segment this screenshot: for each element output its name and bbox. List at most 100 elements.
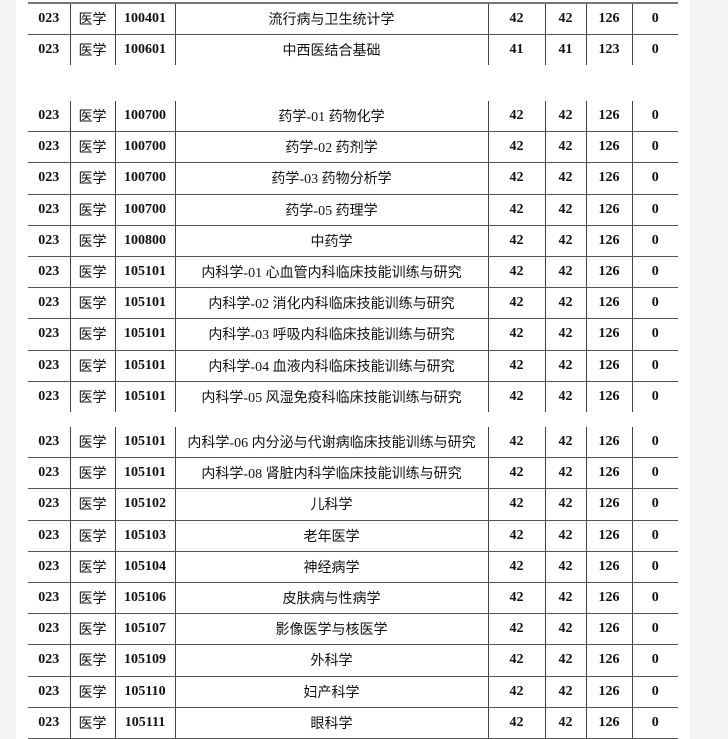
cell-s2: 42 — [544, 131, 586, 164]
cell-name: 药学-01 药物化学 — [174, 101, 488, 133]
cell-s1: 42 — [487, 194, 545, 226]
cell-field: 医学 — [69, 318, 115, 351]
cell-code: 105110 — [114, 676, 175, 708]
cell-s1: 42 — [487, 457, 545, 490]
cell-field: 医学 — [69, 381, 115, 412]
cell-s3: 126 — [585, 350, 632, 382]
cell-s3: 126 — [585, 613, 632, 646]
cell-s4: 0 — [631, 318, 678, 351]
cell-unit: 023 — [28, 582, 70, 615]
cell-field: 医学 — [69, 256, 115, 289]
cell-s1: 42 — [487, 318, 545, 351]
cell-s1: 42 — [487, 427, 545, 459]
cell-field: 医学 — [69, 3, 115, 36]
cell-field: 医学 — [69, 520, 115, 552]
cell-s3: 126 — [585, 162, 632, 195]
score-table-segment-3: 023 医学 105101 内科学-06 内分泌与代谢病临床技能训练与研究 42 42 12… — [28, 427, 678, 739]
table-row: 023 医学 105101 内科学-02 消化内科临床技能训练与研究 42 42 126 0 — [28, 287, 678, 320]
cell-s2: 42 — [544, 101, 586, 133]
cell-s3: 126 — [585, 256, 632, 289]
cell-s3: 126 — [585, 707, 632, 739]
cell-field: 医学 — [69, 488, 115, 521]
cell-s2: 42 — [544, 194, 586, 226]
cell-s3: 126 — [585, 225, 632, 257]
cell-unit: 023 — [28, 707, 70, 739]
cell-s4: 0 — [631, 707, 678, 739]
table-row: 023 医学 105101 内科学-04 血液内科临床技能训练与研究 42 42 126 0 — [28, 350, 678, 382]
cell-unit: 023 — [28, 162, 70, 195]
table-row: 023 医学 105109 外科学 42 42 126 0 — [28, 644, 678, 677]
cell-field: 医学 — [69, 131, 115, 164]
cell-code: 100700 — [114, 194, 175, 226]
cell-code: 100700 — [114, 131, 175, 164]
cell-s4: 0 — [631, 350, 678, 382]
cell-s3: 126 — [585, 318, 632, 351]
cell-s1: 42 — [487, 381, 545, 412]
cell-field: 医学 — [69, 194, 115, 226]
cell-s4: 0 — [631, 194, 678, 226]
cell-s3: 126 — [585, 101, 632, 133]
cell-s4: 0 — [631, 427, 678, 459]
table-row: 023 医学 100700 药学-05 药理学 42 42 126 0 — [28, 194, 678, 226]
cell-s2: 42 — [544, 457, 586, 490]
cell-unit: 023 — [28, 287, 70, 320]
cell-name: 老年医学 — [174, 520, 488, 552]
cell-unit: 023 — [28, 3, 70, 36]
cell-unit: 023 — [28, 676, 70, 708]
table-row: 023 医学 100700 药学-02 药剂学 42 42 126 0 — [28, 131, 678, 164]
cell-s3: 126 — [585, 644, 632, 677]
cell-field: 医学 — [69, 551, 115, 583]
table-row: 023 医学 105101 内科学-01 心血管内科临床技能训练与研究 42 42 126 0 — [28, 256, 678, 289]
cell-s4: 0 — [631, 582, 678, 615]
cell-code: 105101 — [114, 427, 175, 459]
cell-s4: 0 — [631, 551, 678, 583]
cell-s4: 0 — [631, 520, 678, 552]
table-row: 023 医学 105101 内科学-08 肾脏内科学临床技能训练与研究 42 42 126 0 — [28, 457, 678, 490]
cell-s1: 42 — [487, 225, 545, 257]
cell-s4: 0 — [631, 381, 678, 412]
cell-code: 105111 — [114, 707, 175, 739]
cell-unit: 023 — [28, 644, 70, 677]
cell-code: 105101 — [114, 256, 175, 289]
cell-s2: 42 — [544, 488, 586, 521]
cell-s1: 42 — [487, 287, 545, 320]
cell-unit: 023 — [28, 457, 70, 490]
cell-s1: 42 — [487, 350, 545, 382]
cell-field: 医学 — [69, 34, 115, 66]
table-row: 023 医学 105111 眼科学 42 42 126 0 — [28, 707, 678, 739]
cell-s4: 0 — [631, 457, 678, 490]
cell-s2: 42 — [544, 350, 586, 382]
cell-field: 医学 — [69, 676, 115, 708]
cell-code: 105101 — [114, 318, 175, 351]
cell-unit: 023 — [28, 613, 70, 646]
cell-name: 流行病与卫生统计学 — [174, 3, 488, 36]
cell-s4: 0 — [631, 3, 678, 36]
cell-s2: 42 — [544, 162, 586, 195]
cell-unit: 023 — [28, 318, 70, 351]
cell-s4: 0 — [631, 34, 678, 66]
cell-s1: 42 — [487, 131, 545, 164]
cell-unit: 023 — [28, 551, 70, 583]
cell-s4: 0 — [631, 676, 678, 708]
cell-code: 105101 — [114, 457, 175, 490]
cell-name: 内科学-04 血液内科临床技能训练与研究 — [174, 350, 488, 382]
cell-name: 影像医学与核医学 — [174, 613, 488, 646]
cell-name: 内科学-03 呼吸内科临床技能训练与研究 — [174, 318, 488, 351]
cell-code: 105102 — [114, 488, 175, 521]
cell-s2: 42 — [544, 644, 586, 677]
cell-code: 105107 — [114, 613, 175, 646]
table-row: 023 医学 100601 中西医结合基础 41 41 123 0 — [28, 34, 678, 66]
cell-s4: 0 — [631, 256, 678, 289]
cell-name: 内科学-01 心血管内科临床技能训练与研究 — [174, 256, 488, 289]
cell-code: 105101 — [114, 287, 175, 320]
cell-s3: 126 — [585, 427, 632, 459]
cell-s1: 42 — [487, 644, 545, 677]
cell-name: 中药学 — [174, 225, 488, 257]
cell-s3: 126 — [585, 551, 632, 583]
cell-s4: 0 — [631, 162, 678, 195]
cell-name: 药学-02 药剂学 — [174, 131, 488, 164]
cell-s3: 123 — [585, 34, 632, 66]
cell-code: 105101 — [114, 350, 175, 382]
cell-s2: 42 — [544, 676, 586, 708]
cell-name: 中西医结合基础 — [174, 34, 488, 66]
